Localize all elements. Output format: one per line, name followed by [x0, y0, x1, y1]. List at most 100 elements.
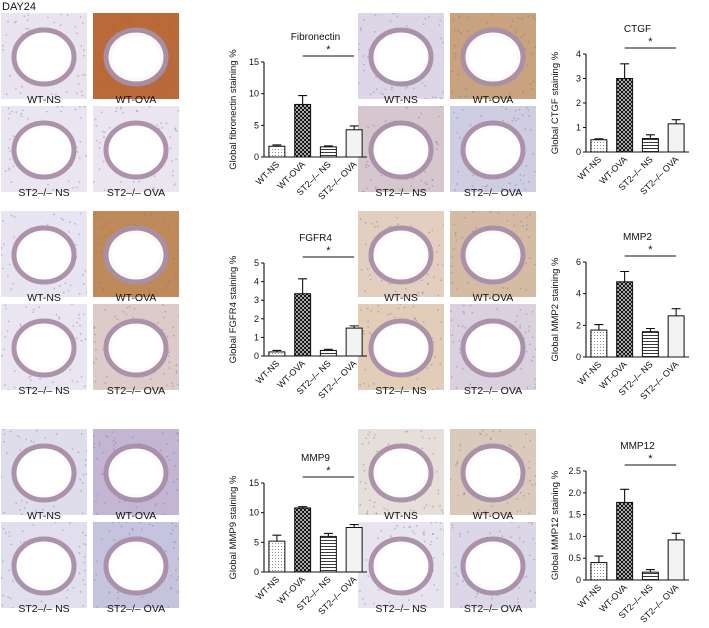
micrograph-caption-st2-ova: ST2–/– OVA — [106, 603, 166, 615]
micrograph-wt-ova — [93, 13, 179, 99]
error-bar-st2-ns — [645, 327, 655, 332]
micrograph-st2-ns — [1, 304, 87, 390]
error-bar-st2-ns — [323, 348, 333, 351]
y-tick-label: 6 — [576, 257, 581, 267]
error-bar-wt-ns — [594, 138, 604, 140]
y-axis-label: Global FGFR4 staining % — [228, 255, 239, 363]
error-bar-st2-ova — [349, 125, 359, 130]
micrograph-caption-st2-ns: ST2–/– NS — [18, 385, 70, 397]
y-tick-label: 0.5 — [568, 553, 581, 563]
error-bar-wt-ns — [272, 534, 282, 542]
bar-wt-ns — [268, 540, 286, 573]
y-tick-label: 0 — [254, 567, 259, 577]
micrograph-st2-ova — [93, 106, 179, 192]
day-label: DAY24 — [2, 1, 37, 13]
chart-title: CTGF — [624, 24, 651, 35]
error-bar-st2-ova — [349, 325, 359, 329]
y-tick-label: 1.0 — [568, 531, 581, 541]
micrograph-caption-st2-ova: ST2–/– OVA — [463, 187, 523, 199]
significance-marker: * — [648, 36, 653, 48]
y-tick-label: 3 — [576, 74, 581, 84]
y-axis-label: Global MMP2 staining % — [550, 257, 561, 362]
micrograph-caption-wt-ns: WT-NS — [27, 94, 61, 106]
y-tick-label: 0 — [254, 152, 259, 162]
y-axis-label: Global fibronectin staining % — [228, 49, 239, 170]
micrograph-caption-st2-ns: ST2–/– NS — [375, 187, 427, 199]
significance-marker: * — [326, 44, 331, 56]
chart-title: MMP9 — [301, 453, 330, 464]
micrograph-st2-ns — [1, 106, 87, 192]
bar-wt-ns — [590, 329, 608, 358]
bar-st2-ova — [345, 129, 363, 158]
micrograph-wt-ova — [93, 429, 179, 515]
error-bar-wt-ns — [272, 144, 282, 147]
chart-title: MMP2 — [623, 232, 652, 243]
micrograph-caption-st2-ova: ST2–/– OVA — [106, 187, 166, 199]
micrograph-st2-ns — [358, 304, 444, 390]
micrograph-wt-ns — [1, 13, 87, 99]
bar-st2-ns — [319, 349, 337, 357]
error-bar-wt-ova — [620, 488, 630, 503]
micrograph-caption-wt-ova: WT-OVA — [115, 510, 157, 522]
micrograph-st2-ova — [93, 522, 179, 608]
error-bar-st2-ns — [323, 145, 333, 147]
y-tick-label: 0 — [576, 147, 581, 157]
y-tick-label: 2.5 — [568, 466, 581, 476]
micrograph-caption-st2-ova: ST2–/– OVA — [106, 385, 166, 397]
bar-wt-ova — [616, 281, 634, 358]
bar-st2-ns — [641, 331, 659, 358]
bar-wt-ova — [294, 293, 312, 357]
micrograph-st2-ns — [358, 522, 444, 608]
micrograph-caption-wt-ova: WT-OVA — [472, 510, 514, 522]
micrograph-st2-ns — [1, 522, 87, 608]
bar-st2-ova — [345, 527, 363, 573]
micrograph-st2-ova — [450, 106, 536, 192]
y-tick-label: 2.0 — [568, 488, 581, 498]
micrograph-wt-ns — [358, 13, 444, 99]
bar-st2-ns — [319, 535, 337, 573]
y-tick-label: 3 — [254, 295, 259, 305]
micrograph-caption-wt-ns: WT-NS — [27, 292, 61, 304]
bar-st2-ova — [667, 315, 685, 358]
micrograph-caption-wt-ns: WT-NS — [384, 292, 418, 304]
y-tick-label: 4 — [576, 289, 581, 299]
bar-st2-ova — [667, 123, 685, 153]
bar-wt-ns — [268, 351, 286, 357]
micrograph-st2-ns — [358, 106, 444, 192]
bar-st2-ns — [319, 146, 337, 158]
significance-marker: * — [648, 244, 653, 256]
bar-wt-ova — [616, 501, 634, 581]
bar-wt-ova — [294, 103, 312, 158]
y-tick-label: 4 — [576, 49, 581, 59]
bar-st2-ova — [345, 327, 363, 357]
bar-st2-ns — [641, 138, 659, 153]
y-axis-label: Global MMP9 staining % — [228, 475, 239, 580]
error-bar-wt-ns — [594, 555, 604, 563]
bar-st2-ova — [667, 539, 685, 581]
significance-marker: * — [648, 453, 653, 465]
chart-title: FGFR4 — [299, 233, 332, 244]
significance-marker: * — [326, 245, 331, 257]
chart-title: Fibronectin — [291, 32, 340, 43]
micrograph-wt-ova — [450, 429, 536, 515]
error-bar-wt-ova — [298, 506, 308, 508]
y-tick-label: 0 — [576, 352, 581, 362]
bar-wt-ns — [268, 145, 286, 158]
micrograph-wt-ns — [358, 429, 444, 515]
y-axis-label: Global MMP12 staining % — [550, 470, 561, 580]
micrograph-caption-st2-ns: ST2–/– NS — [375, 385, 427, 397]
micrograph-st2-ova — [450, 522, 536, 608]
y-tick-label: 5 — [254, 537, 259, 547]
micrograph-caption-wt-ns: WT-NS — [384, 510, 418, 522]
error-bar-wt-ova — [298, 278, 308, 294]
micrograph-caption-wt-ns: WT-NS — [27, 510, 61, 522]
error-bar-st2-ns — [645, 134, 655, 139]
error-bar-wt-ns — [594, 323, 604, 331]
error-bar-st2-ova — [671, 532, 681, 540]
micrograph-wt-ns — [358, 211, 444, 297]
error-bar-st2-ns — [645, 568, 655, 573]
micrograph-caption-wt-ova: WT-OVA — [115, 94, 157, 106]
